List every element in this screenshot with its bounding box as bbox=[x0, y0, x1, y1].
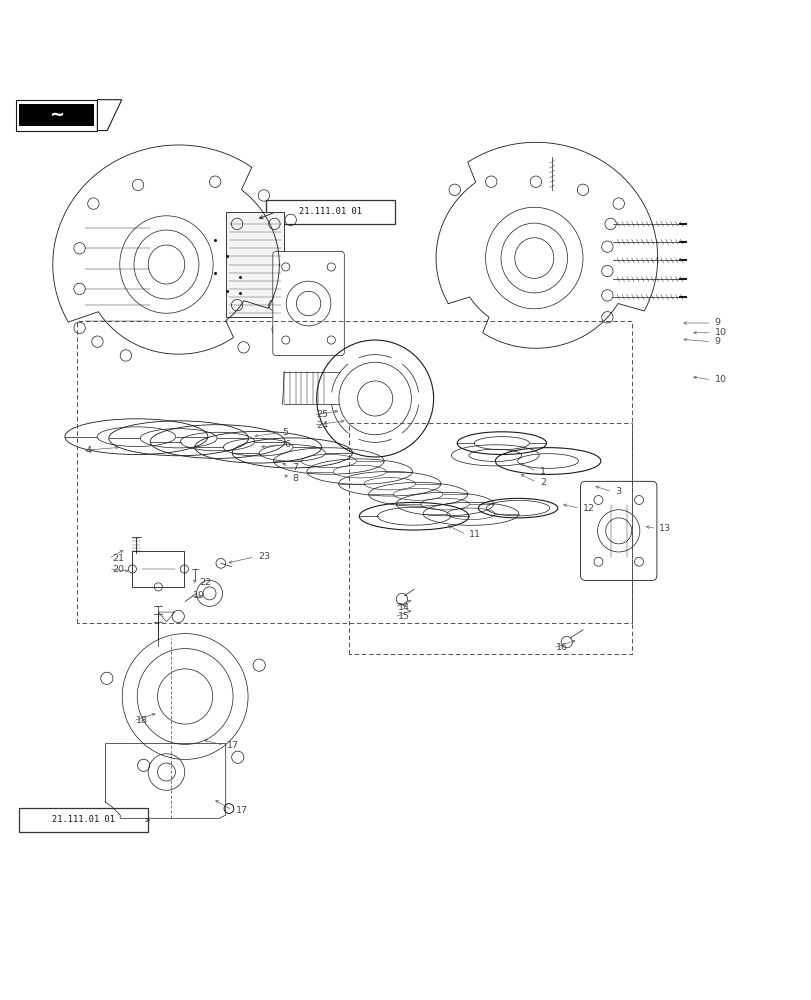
FancyBboxPatch shape bbox=[225, 212, 284, 317]
FancyBboxPatch shape bbox=[19, 104, 94, 126]
Text: 7: 7 bbox=[292, 463, 298, 472]
Text: 10: 10 bbox=[714, 375, 726, 384]
Text: 21.111.01 01: 21.111.01 01 bbox=[299, 207, 362, 216]
FancyBboxPatch shape bbox=[132, 551, 184, 587]
Text: 5: 5 bbox=[282, 428, 288, 437]
FancyBboxPatch shape bbox=[19, 808, 148, 832]
Text: 24: 24 bbox=[316, 421, 328, 430]
Text: 21.111.01 01: 21.111.01 01 bbox=[52, 815, 114, 824]
Text: 9: 9 bbox=[714, 337, 719, 346]
Text: 25: 25 bbox=[316, 410, 328, 419]
Text: 23: 23 bbox=[258, 552, 270, 561]
FancyBboxPatch shape bbox=[266, 200, 395, 224]
Text: 1: 1 bbox=[539, 467, 545, 476]
Text: 18: 18 bbox=[136, 716, 148, 725]
Text: 17: 17 bbox=[227, 741, 239, 750]
Text: 6: 6 bbox=[284, 440, 290, 449]
Text: 20: 20 bbox=[112, 565, 124, 574]
FancyBboxPatch shape bbox=[580, 481, 656, 580]
Text: 15: 15 bbox=[397, 612, 410, 621]
Text: 17: 17 bbox=[235, 806, 247, 815]
Text: 11: 11 bbox=[469, 530, 481, 539]
Text: 10: 10 bbox=[714, 328, 726, 337]
Text: 3: 3 bbox=[615, 487, 621, 496]
Text: 12: 12 bbox=[582, 504, 594, 513]
Text: 16: 16 bbox=[556, 643, 568, 652]
Polygon shape bbox=[97, 100, 122, 131]
Text: 4: 4 bbox=[85, 446, 91, 455]
Text: 8: 8 bbox=[292, 474, 298, 483]
Text: 14: 14 bbox=[397, 603, 410, 612]
Text: 2: 2 bbox=[539, 478, 545, 487]
Text: 9: 9 bbox=[714, 318, 719, 327]
Text: 13: 13 bbox=[659, 524, 671, 533]
FancyBboxPatch shape bbox=[272, 252, 344, 355]
Text: 19: 19 bbox=[193, 591, 205, 600]
Polygon shape bbox=[16, 100, 97, 131]
Text: 22: 22 bbox=[199, 578, 211, 587]
Text: ~: ~ bbox=[49, 106, 64, 124]
Text: 21: 21 bbox=[112, 554, 124, 563]
